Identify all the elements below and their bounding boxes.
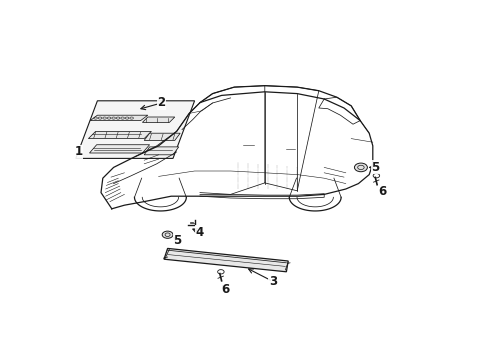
- Text: 6: 6: [378, 185, 387, 198]
- Ellipse shape: [162, 231, 173, 238]
- Text: 4: 4: [196, 226, 204, 239]
- Ellipse shape: [354, 163, 368, 172]
- Polygon shape: [144, 147, 179, 155]
- Polygon shape: [88, 131, 151, 139]
- Polygon shape: [90, 145, 149, 153]
- Polygon shape: [143, 117, 175, 122]
- Text: 2: 2: [157, 96, 166, 109]
- Polygon shape: [90, 115, 148, 121]
- Polygon shape: [164, 248, 288, 272]
- Polygon shape: [144, 133, 180, 140]
- Text: 6: 6: [221, 283, 229, 296]
- Text: 1: 1: [74, 145, 83, 158]
- Text: 5: 5: [371, 161, 379, 174]
- Text: 3: 3: [269, 275, 277, 288]
- Polygon shape: [76, 101, 195, 158]
- Text: 5: 5: [173, 234, 181, 247]
